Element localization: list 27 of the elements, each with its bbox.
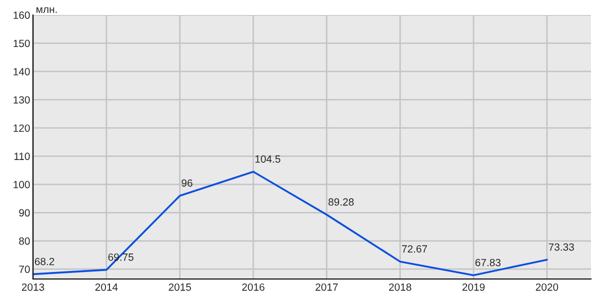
y-tick-label: 100	[14, 180, 30, 188]
data-label: 68.2	[34, 258, 54, 266]
data-label: 96	[182, 179, 192, 187]
data-label: 89.28	[328, 198, 354, 206]
y-tick-label: 130	[14, 96, 30, 104]
y-tick-label: 160	[14, 12, 30, 19]
x-tick-label: 2014	[95, 283, 118, 291]
x-tick-label: 2018	[389, 283, 412, 291]
y-tick-label: 110	[14, 152, 30, 160]
data-label: 104.5	[255, 155, 280, 163]
x-tick-label: 2019	[462, 283, 485, 291]
y-tick-label: 80	[19, 237, 30, 245]
data-label: 67.83	[475, 258, 501, 266]
x-tick-label: 2015	[168, 283, 191, 291]
y-tick-label: 90	[19, 209, 30, 217]
y-axis-title: млн.	[36, 7, 57, 13]
data-label: 72.67	[402, 245, 428, 253]
y-tick-label: 150	[14, 40, 30, 48]
line-series	[33, 170, 548, 276]
x-tick-label: 2013	[22, 283, 44, 291]
x-tick-label: 2017	[316, 283, 338, 291]
y-tick-label: 70	[19, 266, 30, 273]
x-tick-label: 2016	[242, 283, 264, 291]
y-tick-label: 140	[14, 68, 30, 76]
data-label: 73.33	[548, 243, 574, 251]
y-tick-label: 120	[14, 124, 30, 132]
x-tick-label: 2020	[536, 283, 558, 291]
